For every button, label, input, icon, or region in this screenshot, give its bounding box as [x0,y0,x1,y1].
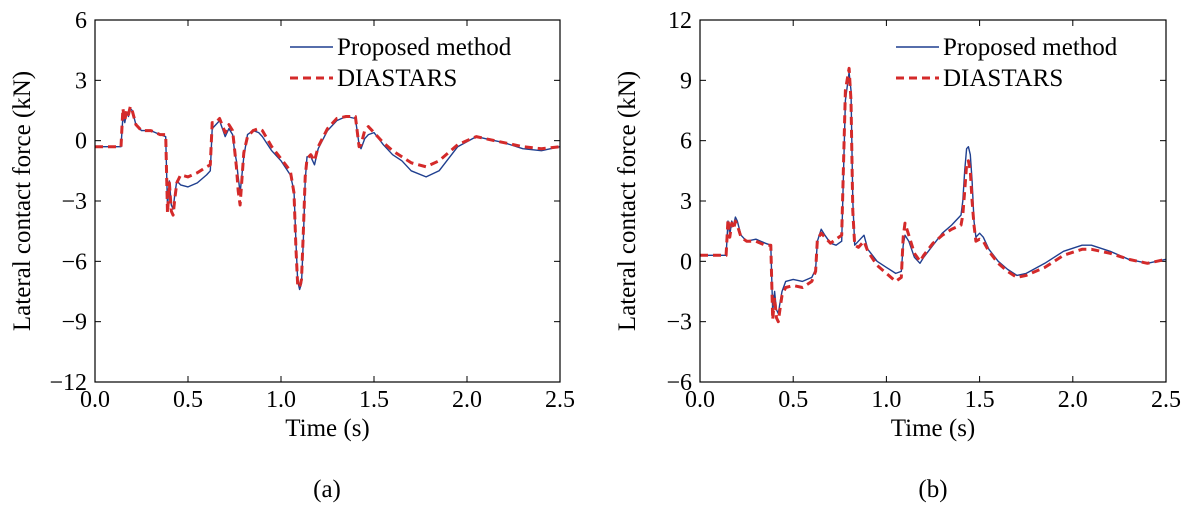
panel-label: (a) [313,476,341,503]
y-axis-label: Lateral contact force (kN) [9,71,36,331]
x-axis-label: Time (s) [285,415,370,442]
series-line-diastars [95,105,560,289]
x-tick-label: 2.5 [545,387,575,413]
x-tick-label: 2.5 [1151,387,1181,413]
y-tick-label: 6 [75,8,87,34]
x-tick-label: 0.5 [778,387,808,413]
panel-label: (b) [918,476,947,503]
x-axis-label: Time (s) [891,415,976,442]
y-tick-label: −6 [666,370,692,396]
y-axis-label: Lateral contact force (kN) [614,71,641,331]
x-tick-label: 0.5 [173,387,203,413]
series-line-diastars [700,66,1166,324]
y-tick-label: 0 [75,129,87,155]
x-tick-label: 2.0 [452,387,482,413]
x-tick-label: 0.0 [80,387,110,413]
x-tick-label: 1.0 [871,387,901,413]
plot-frame [94,19,561,383]
x-tick-label: 0.0 [685,387,715,413]
y-tick-label: 12 [668,8,692,34]
y-tick-label: −12 [49,370,87,396]
y-tick-label: 9 [680,68,692,94]
legend-label-diastars: DIASTARS [337,65,457,92]
legend-label-proposed-method: Proposed method [943,34,1118,61]
y-tick-label: −3 [61,189,87,215]
y-tick-label: 3 [75,68,87,94]
y-tick-label: −3 [666,310,692,336]
plot-frame [699,19,1167,383]
x-tick-label: 1.5 [359,387,389,413]
chart-panel-b: 0.0 0.5 1.0 1.5 2.0 2.5 −6 −3 0 3 6 9 12 Proposed met… [614,8,1181,503]
y-tick-label: 0 [680,249,692,275]
x-tick-label: 2.0 [1058,387,1088,413]
y-tick-label: 6 [680,129,692,155]
y-tick-label: −9 [61,310,87,336]
x-tick-label: 1.5 [965,387,995,413]
y-tick-label: −6 [61,249,87,275]
chart-panel-a: 0.0 0.5 1.0 1.5 2.0 2.5 −12 −9 −6 −3 0 3 6 Proposed m… [9,8,575,503]
y-tick-label: 3 [680,189,692,215]
legend-label-proposed-method: Proposed method [337,34,512,61]
series-line-proposed-method [700,71,1166,315]
x-tick-label: 1.0 [266,387,296,413]
legend-label-diastars: DIASTARS [943,65,1063,92]
